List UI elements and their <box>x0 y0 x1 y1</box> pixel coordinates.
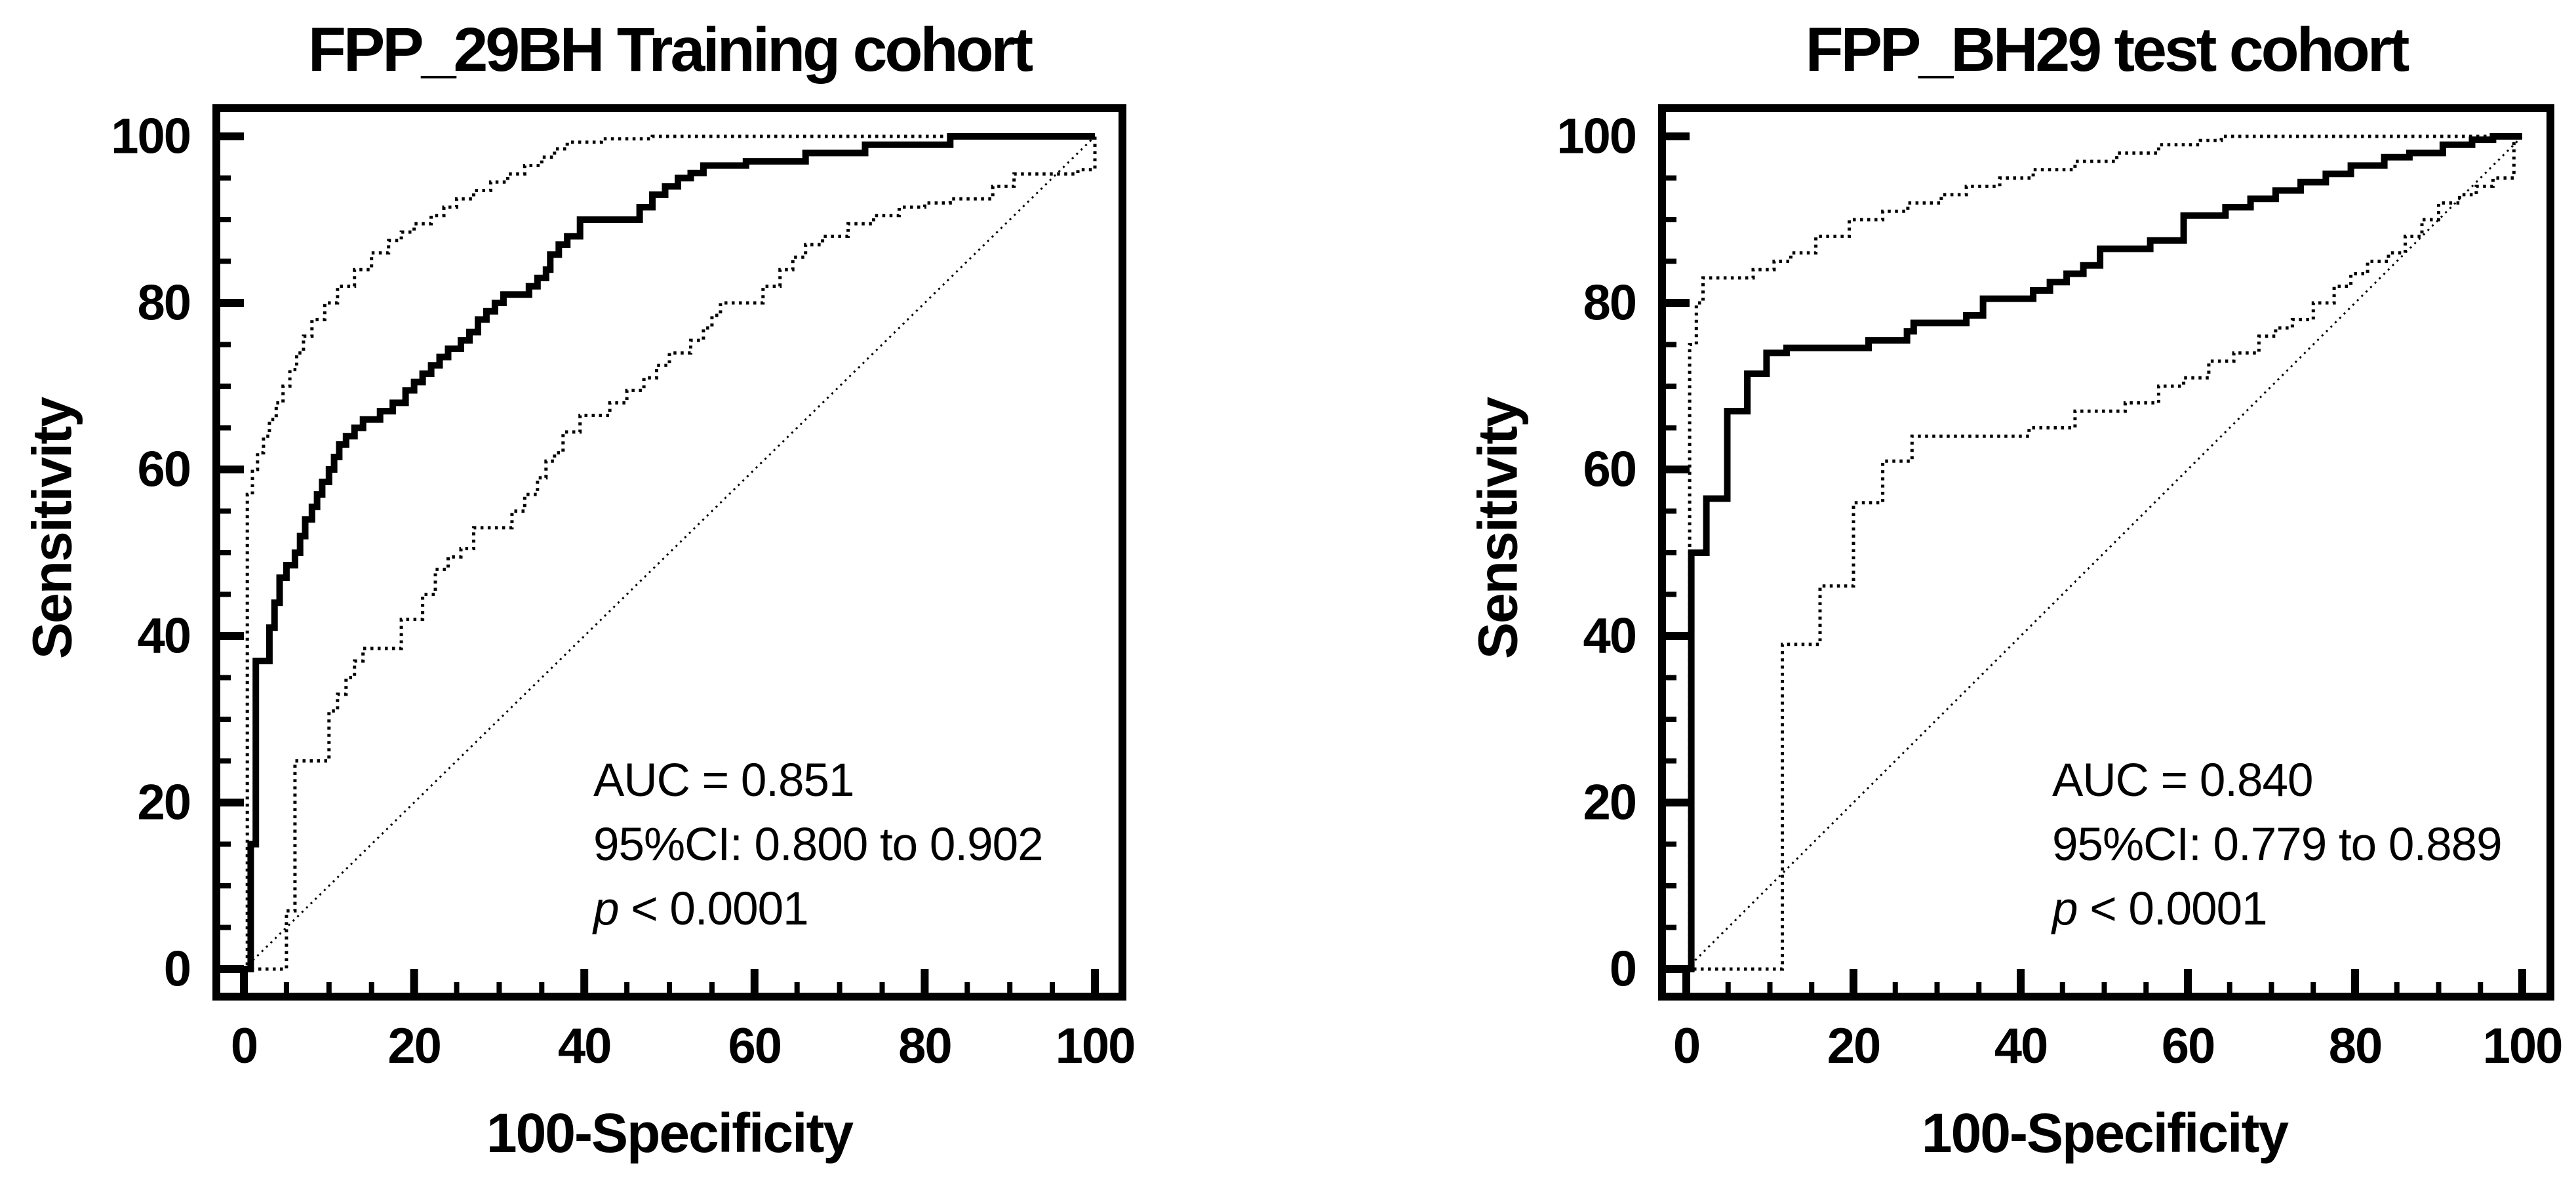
x-tick-label: 60 <box>2161 1018 2216 1074</box>
y-axis-label: Sensitivity <box>21 397 83 660</box>
y-tick-label: 20 <box>137 774 191 831</box>
y-tick-label: 20 <box>1583 774 1637 831</box>
x-tick-label: 20 <box>387 1018 442 1074</box>
x-axis-label: 100-Specificity <box>486 1102 854 1164</box>
x-tick-label: 60 <box>728 1018 783 1074</box>
x-tick-label: 100 <box>2482 1018 2564 1074</box>
y-tick-label: 80 <box>1583 275 1637 331</box>
chance-diagonal <box>243 135 1096 970</box>
y-tick-label: 80 <box>137 275 191 331</box>
p-symbol: p <box>593 883 619 935</box>
x-tick-label: 80 <box>2328 1018 2383 1074</box>
x-tick-label: 0 <box>230 1018 258 1074</box>
plot-title: FPP_BH29 test cohort <box>1805 15 2410 85</box>
x-tick-label: 100 <box>1055 1018 1136 1074</box>
p-value-text: p < 0.0001 <box>593 877 1043 942</box>
y-tick-label: 60 <box>1583 441 1637 498</box>
roc-figure-training: FPP_29BH Training cohort Sensitivity 100… <box>21 15 1136 1164</box>
x-axis-label: 100-Specificity <box>1921 1102 2289 1164</box>
roc-plot-canvas-test <box>1658 104 2554 1001</box>
roc-figure-test: FPP_BH29 test cohort Sensitivity 100-Spe… <box>1288 0 2576 1192</box>
p-value-rest: < 0.0001 <box>618 883 808 935</box>
p-value-rest: < 0.0001 <box>2077 883 2267 935</box>
x-tick-label: 40 <box>1994 1018 2049 1074</box>
95-ci-upper-bound <box>244 134 1095 971</box>
roc-curve <box>1686 133 2522 972</box>
y-tick-label: 0 <box>163 941 191 997</box>
y-tick-label: 100 <box>1556 108 1637 165</box>
y-axis-label: Sensitivity <box>1467 397 1529 660</box>
plot-title: FPP_29BH Training cohort <box>307 15 1033 85</box>
stats-annotation: AUC = 0.840 95%CI: 0.779 to 0.889 p < 0.… <box>2052 749 2503 942</box>
p-symbol: p <box>2052 883 2078 935</box>
y-tick-label: 40 <box>137 608 191 664</box>
auc-value-text: AUC = 0.851 <box>593 755 854 806</box>
x-tick-label: 40 <box>557 1018 612 1074</box>
y-tick-label: 0 <box>1609 941 1637 997</box>
confidence-interval-text: 95%CI: 0.800 to 0.902 <box>593 819 1044 871</box>
y-tick-label: 100 <box>111 108 191 165</box>
y-tick-label: 40 <box>1583 608 1637 664</box>
x-tick-label: 20 <box>1827 1018 1882 1074</box>
x-tick-label: 80 <box>898 1018 953 1074</box>
auc-value-text: AUC = 0.840 <box>2052 755 2313 806</box>
roc-curve <box>244 133 1095 972</box>
roc-plot-canvas-training <box>212 104 1126 1001</box>
p-value-text: p < 0.0001 <box>2052 877 2502 942</box>
confidence-interval-text: 95%CI: 0.779 to 0.889 <box>2052 819 2503 871</box>
x-tick-label: 0 <box>1673 1018 1701 1074</box>
stats-annotation: AUC = 0.851 95%CI: 0.800 to 0.902 p < 0.… <box>593 749 1044 942</box>
95-ci-upper-bound <box>1686 134 2522 971</box>
y-tick-label: 60 <box>137 441 191 498</box>
95-ci-lower-bound <box>1686 134 2522 971</box>
